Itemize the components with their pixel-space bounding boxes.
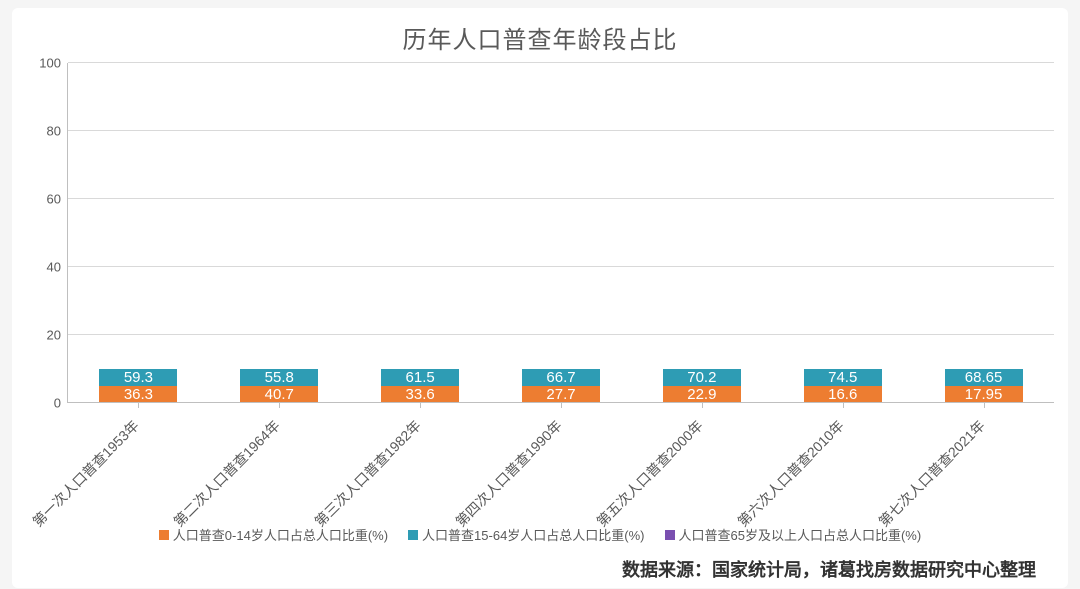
legend-item: 人口普查65岁及以上人口占总人口比重(%)	[665, 525, 922, 544]
bar-value-label: 17.95	[965, 386, 1003, 403]
legend-label: 人口普查0-14岁人口占总人口比重(%)	[173, 525, 388, 544]
bar: 27.766.75.6	[522, 369, 600, 403]
bar-slot: 22.970.27	[631, 63, 772, 403]
grid-line	[68, 198, 1054, 199]
bar-segment: 40.7	[240, 386, 318, 403]
legend-swatch	[665, 530, 675, 540]
plot: 36.359.34.4 40.755.83.6 33.661.54.9 27.766.…	[68, 63, 1054, 403]
bar-slot: 17.9568.6513.5	[913, 63, 1054, 403]
bar: 17.9568.6513.5	[945, 369, 1023, 403]
source-text: 数据来源：国家统计局，诸葛找房数据研究中心整理	[26, 552, 1054, 588]
bar-value-label: 74.5	[828, 369, 857, 386]
bar-value-label: 7	[698, 352, 706, 368]
y-tick: 60	[47, 192, 61, 207]
y-tick: 100	[39, 56, 61, 71]
bar-segment: 22.9	[663, 386, 741, 403]
x-tick-mark	[561, 403, 562, 408]
y-tick: 40	[47, 260, 61, 275]
x-tick-mark	[843, 403, 844, 408]
bar-value-label: 4.4	[129, 352, 148, 368]
grid-line	[68, 266, 1054, 267]
y-tick: 0	[54, 396, 61, 411]
bar-segment: 59.3	[99, 369, 177, 386]
bar-segment: 61.5	[381, 369, 459, 386]
bars-container: 36.359.34.4 40.755.83.6 33.661.54.9 27.766.…	[68, 63, 1054, 403]
bar-segment: 27.7	[522, 386, 600, 403]
bar-value-label: 3.6	[270, 352, 289, 368]
bar-value-label: 70.2	[687, 369, 716, 386]
x-axis-labels: 第一次人口普查1953年第二次人口普查1964年第三次人口普查1982年第四次人…	[68, 403, 1054, 523]
y-tick: 80	[47, 124, 61, 139]
bar-value-label: 40.7	[265, 386, 294, 403]
bar-segment: 17.95	[945, 386, 1023, 403]
y-axis: 020406080100	[26, 63, 68, 403]
bar-value-label: 27.7	[546, 386, 575, 403]
x-tick-mark	[702, 403, 703, 408]
bar-slot: 16.674.58.9	[772, 63, 913, 403]
bar-segment: 74.5	[804, 369, 882, 386]
bar: 22.970.27	[663, 369, 741, 403]
legend-item: 人口普查0-14岁人口占总人口比重(%)	[159, 525, 388, 544]
bar-segment: 36.3	[99, 386, 177, 403]
x-tick-mark	[138, 403, 139, 408]
chart-title: 历年人口普查年龄段占比	[26, 20, 1054, 55]
bar-value-label: 16.6	[828, 386, 857, 403]
bar-slot: 27.766.75.6	[491, 63, 632, 403]
legend-swatch	[408, 530, 418, 540]
bar-slot: 33.661.54.9	[350, 63, 491, 403]
x-tick-mark	[279, 403, 280, 408]
bar-value-label: 59.3	[124, 369, 153, 386]
legend-swatch	[159, 530, 169, 540]
plot-area: 020406080100 36.359.34.440.755.83.633.66…	[26, 63, 1054, 403]
bar-value-label: 61.5	[406, 369, 435, 386]
bar-segment: 68.65	[945, 369, 1023, 386]
bar-segment: 16.6	[804, 386, 882, 403]
grid-line	[68, 334, 1054, 335]
bar-value-label: 13.5	[970, 352, 997, 368]
bar-value-label: 55.8	[265, 369, 294, 386]
bar-value-label: 8.9	[833, 352, 852, 368]
legend-label: 人口普查15-64岁人口占总人口比重(%)	[422, 525, 644, 544]
bar: 36.359.34.4	[99, 369, 177, 403]
bar-value-label: 4.9	[410, 352, 429, 368]
bar-value-label: 22.9	[687, 386, 716, 403]
bar-segment: 55.8	[240, 369, 318, 386]
bar-value-label: 66.7	[546, 369, 575, 386]
bar-slot: 36.359.34.4	[68, 63, 209, 403]
bar: 16.674.58.9	[804, 369, 882, 403]
x-tick-mark	[984, 403, 985, 408]
bar-value-label: 33.6	[406, 386, 435, 403]
chart-card: 历年人口普查年龄段占比 0 20 40 60 80 100 36.359.34.4 40.7…	[12, 8, 1068, 588]
x-label-slot: 第七次人口普查2021年	[913, 403, 1054, 523]
grid-line	[68, 130, 1054, 131]
bar-segment: 70.2	[663, 369, 741, 386]
x-axis-label: 第一次人口普查1953年	[28, 416, 143, 531]
y-tick: 20	[47, 328, 61, 343]
bar-value-label: 36.3	[124, 386, 153, 403]
bar-value-label: 5.6	[551, 352, 570, 368]
grid-line	[68, 62, 1054, 63]
bar-slot: 40.755.83.6	[209, 63, 350, 403]
bar-segment: 66.7	[522, 369, 600, 386]
bar: 40.755.83.6	[240, 369, 318, 403]
bar-value-label: 68.65	[965, 369, 1003, 386]
bar-segment: 33.6	[381, 386, 459, 403]
x-tick-mark	[420, 403, 421, 408]
bar: 33.661.54.9	[381, 369, 459, 403]
